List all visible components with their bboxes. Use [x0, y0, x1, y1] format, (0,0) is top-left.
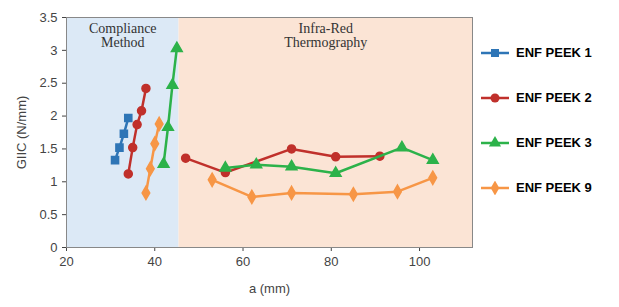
html-text:ENF PEEK 2: ENF PEEK 2	[516, 90, 592, 105]
svg-text:1.5: 1.5	[39, 141, 57, 156]
svg-text:100: 100	[409, 254, 431, 269]
svg-text:1: 1	[50, 174, 57, 189]
html-text:ENF PEEK 9: ENF PEEK 9	[516, 180, 592, 195]
svg-text:Infra-RedThermography: Infra-RedThermography	[284, 21, 367, 50]
svg-text:20: 20	[59, 254, 73, 269]
html-text:ENF PEEK 1: ENF PEEK 1	[516, 45, 592, 60]
html-text:ENF PEEK 3: ENF PEEK 3	[516, 135, 592, 150]
svg-text:a (mm): a (mm)	[249, 281, 290, 296]
svg-text:40: 40	[148, 254, 162, 269]
svg-text:ComplianceMethod: ComplianceMethod	[89, 21, 157, 50]
svg-text:60: 60	[236, 254, 250, 269]
svg-text:0: 0	[50, 240, 57, 255]
svg-text:2: 2	[50, 108, 57, 123]
svg-text:3.5: 3.5	[39, 10, 57, 25]
svg-text:80: 80	[324, 254, 338, 269]
svg-text:GIIC (N/mm): GIIC (N/mm)	[14, 96, 29, 170]
svg-text:0.5: 0.5	[39, 207, 57, 222]
svg-text:2.5: 2.5	[39, 75, 57, 90]
svg-text:3: 3	[50, 43, 57, 58]
